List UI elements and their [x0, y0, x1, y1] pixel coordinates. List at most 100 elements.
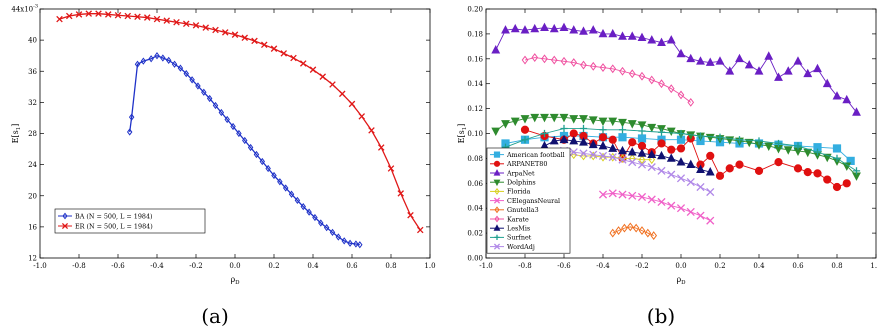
data-point	[657, 166, 666, 175]
data-point	[588, 25, 598, 34]
data-point	[744, 59, 754, 69]
data-point	[618, 133, 627, 142]
data-point	[559, 113, 569, 123]
data-point	[696, 211, 705, 220]
legend-label: CElegansNeural	[507, 197, 560, 205]
data-point	[570, 58, 578, 67]
y-tick-label: 24	[28, 161, 37, 169]
data-point	[794, 142, 802, 150]
data-point	[813, 169, 822, 178]
data-point	[300, 203, 306, 211]
series-line	[602, 192, 711, 222]
data-point	[647, 35, 657, 44]
x-tick-label: -0.8	[518, 262, 532, 270]
data-point	[621, 223, 628, 233]
data-point	[744, 138, 754, 148]
data-point	[126, 128, 133, 136]
series-arpanet80	[520, 125, 851, 192]
data-point	[104, 11, 112, 18]
data-point	[627, 31, 637, 40]
data-point	[341, 237, 347, 245]
data-point	[251, 37, 258, 45]
legend-label: WordAdj	[507, 243, 535, 251]
data-point	[735, 53, 744, 63]
data-point	[846, 156, 855, 165]
data-point	[173, 18, 180, 26]
data-point	[270, 45, 278, 52]
legend-label: American football	[506, 151, 565, 159]
data-point	[242, 136, 248, 145]
legend-label: Gnutella3	[507, 206, 539, 214]
data-point	[580, 60, 587, 70]
data-point	[755, 137, 763, 145]
data-point	[588, 116, 598, 125]
data-point	[637, 32, 647, 42]
data-point	[195, 82, 201, 90]
data-point	[618, 126, 627, 134]
data-point	[148, 55, 154, 63]
data-point	[618, 145, 627, 155]
y-tick-label: 0.06	[467, 180, 483, 188]
legend-marker	[493, 179, 501, 187]
legend-label: ARPANET80	[506, 160, 547, 168]
x-tick-label: -0.6	[111, 262, 125, 270]
y-tick-label: 20	[28, 192, 37, 200]
data-point	[335, 233, 342, 241]
series-line	[564, 154, 652, 161]
data-point	[588, 139, 598, 149]
data-point	[647, 195, 656, 204]
data-point	[648, 75, 656, 85]
data-point	[163, 17, 171, 24]
data-point	[579, 137, 588, 146]
data-point	[657, 197, 666, 207]
data-point	[407, 211, 414, 219]
x-tick-label: -0.2	[189, 262, 203, 270]
legend-marker	[62, 212, 68, 220]
data-point	[667, 170, 676, 179]
legend-marker	[61, 222, 69, 230]
data-point	[598, 117, 608, 127]
data-point	[598, 140, 608, 150]
legend-marker	[494, 187, 500, 195]
x-tick-label: -0.6	[557, 262, 571, 270]
y-tick-label: 0.10	[467, 130, 483, 138]
caption-b: (b)	[647, 304, 675, 328]
data-point	[510, 117, 520, 127]
data-point	[618, 155, 627, 164]
data-point	[676, 174, 686, 183]
y-tick-label: 0.08	[467, 155, 483, 163]
data-point	[550, 55, 558, 65]
data-point	[687, 97, 695, 107]
series-ba	[126, 52, 363, 249]
data-point	[637, 134, 647, 143]
legend-label: Surfnet	[507, 234, 532, 242]
series-line	[495, 27, 857, 113]
data-point	[686, 53, 696, 63]
data-point	[599, 63, 607, 72]
data-point	[638, 155, 646, 165]
y-tick-label: 0.14	[467, 80, 483, 88]
series-wordadj	[550, 146, 715, 197]
data-point	[598, 151, 608, 160]
data-point	[520, 25, 530, 34]
x-tick-label: -1.0	[479, 262, 493, 270]
data-point	[319, 73, 327, 80]
data-point	[206, 94, 213, 103]
data-point	[803, 167, 812, 177]
data-point	[569, 135, 579, 145]
legend-marker	[493, 169, 501, 176]
data-point	[648, 155, 656, 165]
data-point	[774, 139, 783, 148]
x-tick-label: -0.8	[72, 262, 86, 270]
data-point	[202, 24, 210, 31]
legend-marker	[493, 243, 501, 250]
data-point	[647, 163, 656, 172]
data-point	[377, 144, 385, 151]
data-point	[531, 53, 539, 62]
data-point	[803, 68, 813, 78]
data-point	[357, 241, 363, 249]
data-point	[192, 22, 200, 29]
data-point	[540, 129, 549, 138]
legend-label: ER (N = 500, L = 1984)	[75, 222, 153, 230]
y-tick-label: 0.00	[467, 255, 483, 263]
